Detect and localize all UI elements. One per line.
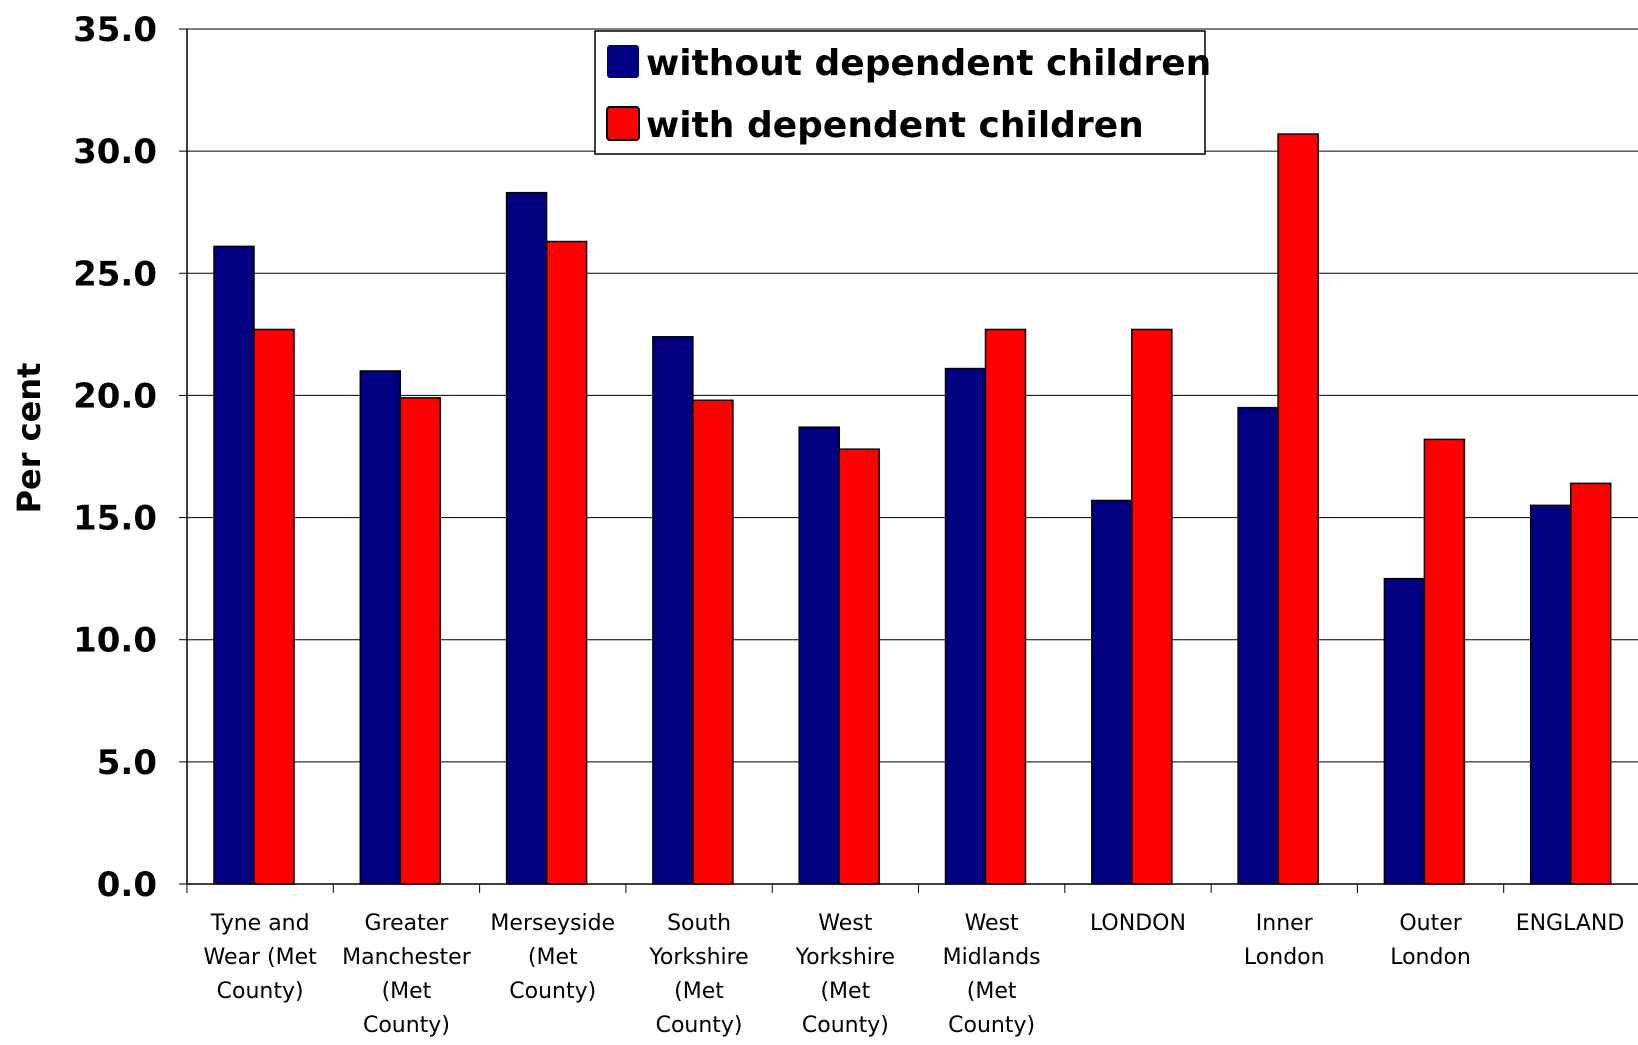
bar-without-0 bbox=[213, 245, 255, 885]
x-category-label: Greater Manchester (Met County) bbox=[342, 911, 472, 1038]
x-category-label-line: West bbox=[965, 911, 1019, 936]
bar-with-2 bbox=[545, 240, 588, 885]
bar-without-1 bbox=[359, 370, 402, 885]
x-category-label-line: County) bbox=[509, 979, 596, 1004]
legend-label-with: with dependent children bbox=[646, 105, 1144, 146]
y-tick-label: 0.0 bbox=[97, 865, 157, 905]
legend-swatch-without bbox=[607, 45, 639, 78]
legend-swatch-with bbox=[606, 106, 640, 141]
bar-without-8 bbox=[1383, 577, 1426, 885]
x-category-label-line: Merseyside bbox=[490, 911, 615, 936]
bar-without-4 bbox=[798, 426, 840, 885]
x-category-label: South Yorkshire (Met County) bbox=[648, 911, 748, 1038]
y-tick-label: 35.0 bbox=[73, 10, 157, 50]
x-category-label-line: (Met bbox=[820, 979, 870, 1004]
x-category-label: West Yorkshire (Met County) bbox=[795, 911, 895, 1038]
x-category-label-line: Inner bbox=[1256, 911, 1314, 936]
bar-without-6 bbox=[1091, 499, 1133, 885]
y-tick-label: 10.0 bbox=[73, 621, 157, 661]
bar-with-9 bbox=[1569, 482, 1612, 885]
x-category-label-line: LONDON bbox=[1090, 911, 1186, 936]
bar-with-6 bbox=[1131, 328, 1173, 885]
x-category-label-line: County) bbox=[656, 1013, 743, 1038]
y-tick-label: 25.0 bbox=[73, 254, 157, 294]
x-category-label-line: County) bbox=[363, 1013, 450, 1038]
x-category-label-line: County) bbox=[802, 1013, 889, 1038]
x-category-label-line: (Met bbox=[528, 945, 578, 970]
legend: without dependent children with dependen… bbox=[594, 30, 1211, 155]
x-category-label: West Midlands (Met County) bbox=[943, 911, 1041, 1038]
bar-with-8 bbox=[1423, 438, 1466, 885]
x-category-label: ENGLAND bbox=[1516, 911, 1625, 936]
x-category-label-line: Tyne and bbox=[210, 911, 310, 936]
x-category-label: Outer London bbox=[1390, 911, 1471, 970]
y-tick-labels: 0.0 5.0 10.0 15.0 20.0 25.0 30.0 35.0 bbox=[73, 10, 157, 905]
bar-with-3 bbox=[692, 399, 734, 885]
x-category-label-line: Yorkshire bbox=[795, 945, 895, 970]
y-tick-label: 30.0 bbox=[73, 132, 157, 172]
legend-label-without: without dependent children bbox=[646, 43, 1211, 84]
bar-with-7 bbox=[1277, 133, 1319, 885]
x-category-label: Merseyside (Met County) bbox=[490, 911, 615, 1004]
x-category-labels: Tyne and Wear (Met County) Greater Mancheste… bbox=[204, 911, 1625, 1038]
x-category-label-line: (Met bbox=[674, 979, 724, 1004]
bar-without-2 bbox=[505, 191, 548, 885]
x-category-label: Inner London bbox=[1244, 911, 1325, 970]
bar-without-3 bbox=[652, 336, 694, 885]
x-category-label-line: South bbox=[667, 911, 731, 936]
x-category-label-line: County) bbox=[217, 979, 304, 1004]
bar-without-7 bbox=[1237, 406, 1279, 885]
x-category-label-line: (Met bbox=[967, 979, 1017, 1004]
x-category-label-line: Yorkshire bbox=[648, 945, 748, 970]
x-category-label-line: West bbox=[818, 911, 872, 936]
x-category-label-line: London bbox=[1244, 945, 1325, 970]
x-category-label: Tyne and Wear (Met County) bbox=[204, 911, 318, 1004]
bar-without-9 bbox=[1529, 504, 1572, 885]
x-category-label-line: ENGLAND bbox=[1516, 911, 1625, 936]
bar-with-5 bbox=[984, 328, 1027, 885]
y-tick-label: 20.0 bbox=[73, 376, 157, 416]
x-category-label-line: London bbox=[1390, 945, 1471, 970]
x-category-label-line: (Met bbox=[382, 979, 432, 1004]
bar-with-1 bbox=[399, 397, 442, 885]
x-category-label-line: Wear (Met bbox=[204, 945, 318, 970]
x-category-label-line: County) bbox=[948, 1013, 1035, 1038]
axes bbox=[186, 29, 1638, 893]
bar-without-5 bbox=[944, 367, 987, 885]
y-tick-label: 15.0 bbox=[73, 499, 157, 539]
x-category-label-line: Midlands bbox=[943, 945, 1041, 970]
y-tick-label: 5.0 bbox=[97, 743, 157, 783]
legend-box bbox=[594, 30, 1206, 155]
x-category-label-line: Manchester bbox=[342, 945, 472, 970]
x-category-label-line: Outer bbox=[1399, 911, 1462, 936]
bar-with-4 bbox=[838, 448, 880, 885]
bars bbox=[213, 133, 1612, 885]
y-axis-title: Per cent bbox=[10, 363, 48, 514]
x-category-label-line: Greater bbox=[365, 911, 450, 936]
bar-with-0 bbox=[253, 328, 295, 885]
x-category-label: LONDON bbox=[1090, 911, 1186, 936]
